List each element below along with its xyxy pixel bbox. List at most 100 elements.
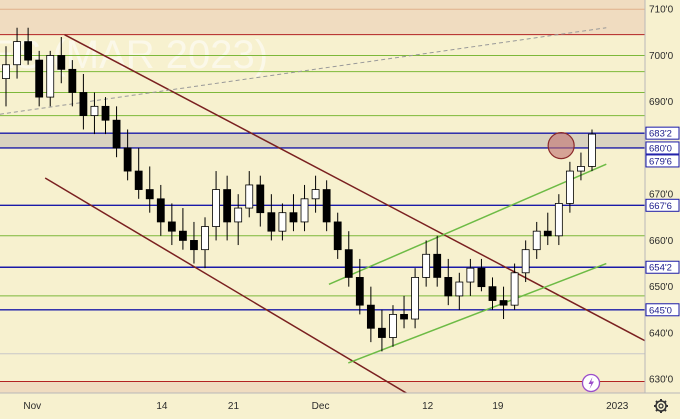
candles xyxy=(2,27,596,352)
trend-lines xyxy=(0,27,646,406)
candle-44[interactable] xyxy=(488,277,497,310)
y-tick-label: 700'0 xyxy=(649,51,674,62)
trend-line-1[interactable] xyxy=(44,177,427,406)
price-band-1 xyxy=(0,0,645,35)
price-axis[interactable] xyxy=(645,0,680,393)
y-tick-labels: 710'0 700'0 690'0 670'0 660'0 650'0 640'0 630'0 xyxy=(649,5,674,386)
plot-background xyxy=(0,0,645,393)
candle-35[interactable] xyxy=(389,305,397,347)
highlight-marker xyxy=(547,132,575,160)
x-tick-label: Nov xyxy=(23,401,41,412)
candle-13[interactable] xyxy=(145,166,154,213)
price-badge-label: 679'6 xyxy=(649,156,672,167)
candle-31[interactable] xyxy=(344,231,353,287)
candle-4[interactable] xyxy=(46,50,55,107)
price-badge[interactable]: 683'2 xyxy=(645,126,680,140)
price-band-2 xyxy=(0,381,645,393)
candle-53[interactable] xyxy=(588,129,596,172)
candle-37[interactable] xyxy=(411,268,419,329)
price-badge-label: 680'0 xyxy=(649,143,672,154)
candle-33[interactable] xyxy=(366,286,375,343)
candle-20[interactable] xyxy=(223,175,232,241)
price-badge[interactable]: 654'2 xyxy=(645,260,680,274)
horizontal-levels xyxy=(0,8,645,382)
candle-47[interactable] xyxy=(521,240,530,283)
candle-24[interactable] xyxy=(267,194,276,241)
candle-28[interactable] xyxy=(311,175,320,213)
candle-36[interactable] xyxy=(400,295,408,329)
price-badges: 683'2 680'0 679'6 667'6 654'2 645'0 xyxy=(645,126,680,317)
candle-22[interactable] xyxy=(245,171,254,218)
x-tick-labels: Nov 14 21 Dec 12 19 2023 xyxy=(23,401,628,412)
price-badge[interactable]: 680'0 xyxy=(645,141,680,155)
candle-14[interactable] xyxy=(156,184,165,236)
settings-gear-icon[interactable] xyxy=(654,399,668,413)
x-tick-label: 19 xyxy=(492,401,504,412)
candle-2[interactable] xyxy=(24,27,33,65)
candle-40[interactable] xyxy=(444,258,453,306)
price-badge-label: 667'6 xyxy=(649,201,672,212)
candle-10[interactable] xyxy=(112,106,121,158)
candle-48[interactable] xyxy=(532,221,541,259)
candle-29[interactable] xyxy=(322,180,331,232)
trend-line-4[interactable] xyxy=(348,262,607,364)
x-tick-label: 21 xyxy=(228,401,240,412)
candle-26[interactable] xyxy=(289,194,298,232)
candle-12[interactable] xyxy=(134,147,143,199)
x-tick-label: 14 xyxy=(156,401,168,412)
candle-39[interactable] xyxy=(433,235,442,287)
price-band-0 xyxy=(0,133,645,148)
candle-8[interactable] xyxy=(90,92,99,135)
price-badge-label: 683'2 xyxy=(649,129,672,140)
candle-42[interactable] xyxy=(466,258,475,296)
y-tick-label: 630'0 xyxy=(649,375,674,386)
candle-41[interactable] xyxy=(455,272,464,310)
candle-30[interactable] xyxy=(333,212,342,259)
price-badge-label: 645'0 xyxy=(649,305,672,316)
y-tick-label: 710'0 xyxy=(649,5,674,16)
candle-19[interactable] xyxy=(212,171,220,241)
candle-3[interactable] xyxy=(35,50,44,107)
candle-51[interactable] xyxy=(565,161,574,213)
x-tick-label: Dec xyxy=(312,401,330,412)
candle-23[interactable] xyxy=(256,175,265,227)
price-badge[interactable]: 679'6 xyxy=(645,154,680,168)
candle-0[interactable] xyxy=(2,46,10,107)
lightning-icon[interactable] xyxy=(581,373,601,393)
candle-50[interactable] xyxy=(554,194,563,246)
candle-1[interactable] xyxy=(13,27,21,79)
candle-25[interactable] xyxy=(278,203,287,241)
y-tick-label: 650'0 xyxy=(649,282,674,293)
candle-52[interactable] xyxy=(577,152,585,181)
candle-6[interactable] xyxy=(68,60,77,107)
candle-34[interactable] xyxy=(378,309,386,352)
candle-5[interactable] xyxy=(57,36,66,84)
candle-27[interactable] xyxy=(300,184,309,232)
time-axis[interactable] xyxy=(0,393,645,419)
price-bands xyxy=(0,0,645,393)
x-tick-label: 12 xyxy=(422,401,434,412)
candle-46[interactable] xyxy=(510,263,519,310)
candle-17[interactable] xyxy=(190,221,198,264)
candle-21[interactable] xyxy=(234,194,243,246)
candle-32[interactable] xyxy=(355,258,364,315)
price-badge[interactable]: 645'0 xyxy=(645,303,680,317)
price-badge-label: 654'2 xyxy=(649,263,672,274)
highlight-circle[interactable] xyxy=(547,132,575,160)
candle-18[interactable] xyxy=(201,217,209,269)
candle-11[interactable] xyxy=(123,129,132,181)
candle-49[interactable] xyxy=(543,212,552,246)
x-tick-label: 2023 xyxy=(606,401,629,412)
trend-line-0[interactable] xyxy=(64,34,646,342)
candle-45[interactable] xyxy=(499,286,508,320)
candle-43[interactable] xyxy=(477,258,486,292)
candle-7[interactable] xyxy=(79,73,88,130)
trend-line-3[interactable] xyxy=(328,163,607,286)
y-tick-label: 640'0 xyxy=(649,328,674,339)
candle-38[interactable] xyxy=(422,240,431,287)
candle-16[interactable] xyxy=(179,208,187,250)
candle-15[interactable] xyxy=(167,203,176,246)
candle-9[interactable] xyxy=(101,97,110,135)
price-badge[interactable]: 667'6 xyxy=(645,198,680,212)
